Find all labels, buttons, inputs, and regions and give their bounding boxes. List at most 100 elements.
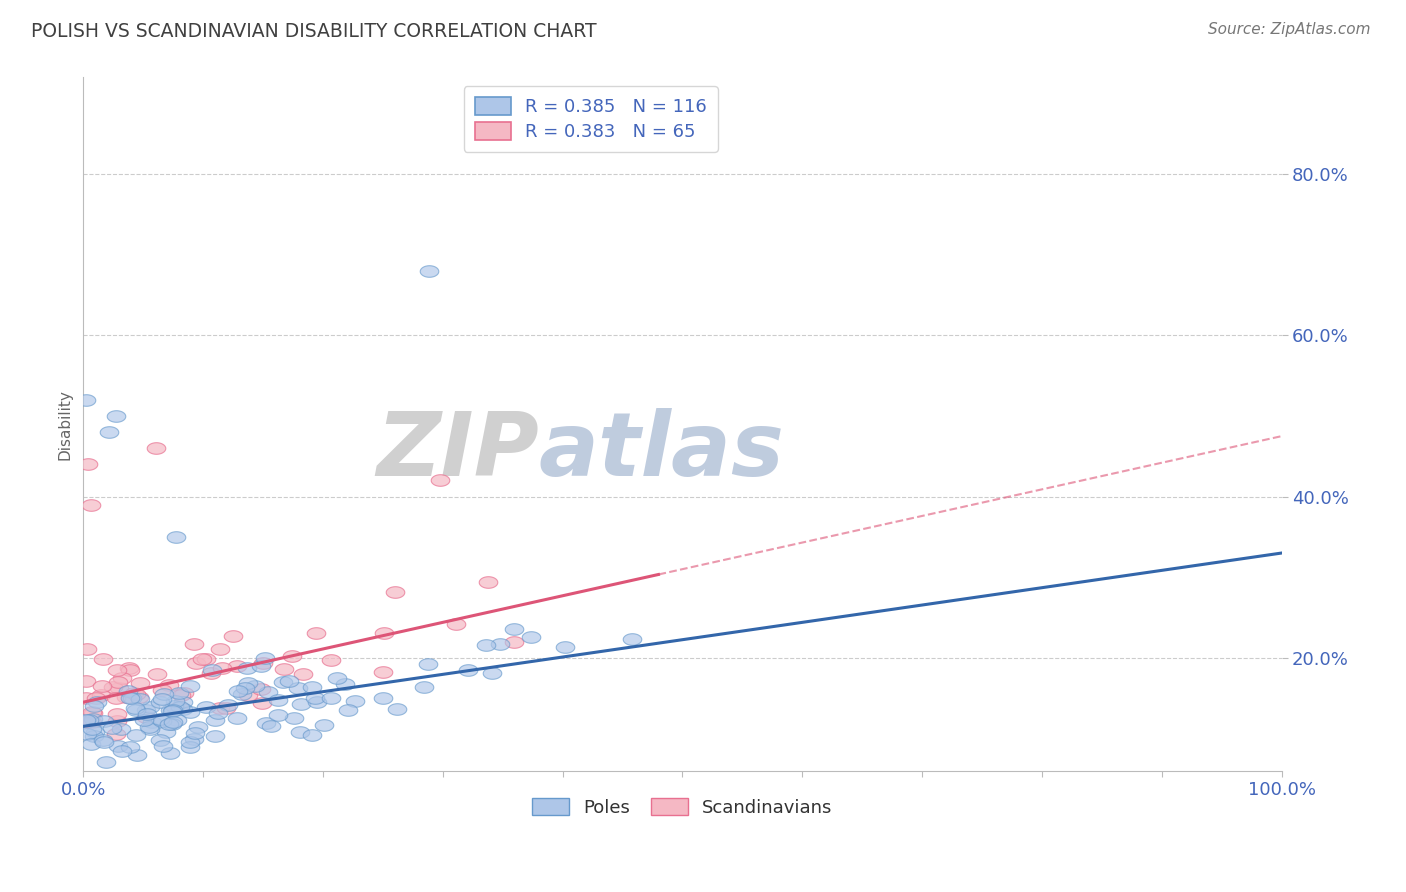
Point <box>80 705 103 719</box>
Point <box>83 698 105 713</box>
Point <box>474 638 496 652</box>
Point <box>211 660 233 674</box>
Point <box>117 684 139 698</box>
Point <box>105 409 128 423</box>
Point <box>107 675 129 690</box>
Point <box>179 706 201 720</box>
Point <box>75 715 97 730</box>
Point <box>132 713 155 727</box>
Point <box>200 665 222 680</box>
Point <box>446 616 468 631</box>
Point <box>90 688 112 702</box>
Point <box>371 691 394 706</box>
Point <box>82 712 104 726</box>
Point <box>477 575 499 590</box>
Point <box>98 425 121 439</box>
Point <box>191 652 214 666</box>
Point <box>159 703 181 717</box>
Point <box>120 664 142 678</box>
Point <box>314 718 336 732</box>
Point <box>82 714 104 729</box>
Point <box>76 642 98 657</box>
Point <box>554 640 576 654</box>
Point <box>179 680 201 694</box>
Point <box>184 656 207 670</box>
Point <box>418 264 440 278</box>
Point <box>162 702 184 716</box>
Point <box>150 714 173 728</box>
Point <box>105 714 128 728</box>
Point <box>184 726 207 740</box>
Point <box>273 662 295 676</box>
Point <box>162 715 184 730</box>
Point <box>385 701 408 715</box>
Point <box>170 688 193 702</box>
Point <box>257 685 280 699</box>
Point <box>110 722 132 736</box>
Point <box>343 694 366 708</box>
Point <box>141 715 163 730</box>
Point <box>204 730 226 744</box>
Point <box>138 720 160 734</box>
Point <box>208 642 231 657</box>
Point <box>204 714 226 728</box>
Y-axis label: Disability: Disability <box>58 389 72 459</box>
Point <box>84 690 107 705</box>
Point <box>489 637 512 651</box>
Point <box>155 724 177 739</box>
Point <box>93 732 115 747</box>
Point <box>221 629 243 643</box>
Point <box>238 675 260 690</box>
Point <box>418 657 440 671</box>
Point <box>135 707 157 722</box>
Point <box>149 695 172 709</box>
Point <box>75 674 97 689</box>
Text: atlas: atlas <box>538 409 785 495</box>
Point <box>172 702 194 716</box>
Point <box>166 713 188 727</box>
Point <box>333 677 356 691</box>
Point <box>503 622 526 636</box>
Point <box>519 630 541 644</box>
Point <box>249 682 271 697</box>
Point <box>321 653 343 667</box>
Point <box>207 706 229 721</box>
Point <box>118 739 141 754</box>
Point <box>82 706 104 720</box>
Point <box>157 716 180 731</box>
Point <box>105 664 128 678</box>
Point <box>187 720 209 734</box>
Point <box>384 585 406 599</box>
Point <box>76 727 98 741</box>
Point <box>457 663 479 677</box>
Point <box>107 681 129 696</box>
Point <box>128 690 150 704</box>
Point <box>91 652 114 666</box>
Point <box>75 691 97 706</box>
Point <box>80 498 103 512</box>
Point <box>75 392 97 407</box>
Point <box>307 695 329 709</box>
Point <box>152 687 174 701</box>
Point <box>124 700 146 714</box>
Text: ZIP: ZIP <box>375 409 538 495</box>
Point <box>114 690 136 704</box>
Point <box>301 680 323 694</box>
Point <box>217 698 239 713</box>
Point <box>111 671 134 685</box>
Point <box>277 673 299 688</box>
Point <box>481 666 503 681</box>
Point <box>371 665 394 680</box>
Point <box>304 691 326 706</box>
Point <box>233 681 256 696</box>
Point <box>172 695 194 709</box>
Point <box>121 691 143 706</box>
Point <box>236 688 259 702</box>
Point <box>201 663 224 677</box>
Point <box>283 711 305 725</box>
Point <box>252 657 274 671</box>
Point <box>290 698 312 712</box>
Point <box>93 735 115 749</box>
Point <box>621 632 644 646</box>
Point <box>254 715 277 730</box>
